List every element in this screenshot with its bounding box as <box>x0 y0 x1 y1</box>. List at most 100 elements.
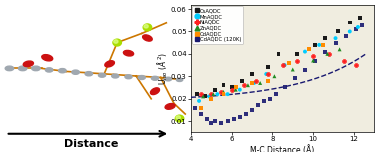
Point <box>210 93 216 95</box>
Point <box>267 97 273 100</box>
Ellipse shape <box>105 61 115 67</box>
Ellipse shape <box>176 116 180 119</box>
Ellipse shape <box>165 77 172 81</box>
Ellipse shape <box>112 74 119 78</box>
Point <box>220 91 226 93</box>
Point <box>206 95 212 98</box>
Point <box>312 59 318 62</box>
Point <box>353 28 359 30</box>
Point <box>249 82 255 84</box>
Ellipse shape <box>124 50 133 56</box>
Point <box>225 120 231 122</box>
Ellipse shape <box>32 66 40 71</box>
Legend: CsAQDC, MnAQDC, NiAQDC, ZnAQDC, CdAQDC, CdAQDC (120K): CsAQDC, MnAQDC, NiAQDC, ZnAQDC, CdAQDC, … <box>192 6 243 44</box>
Point <box>347 21 353 24</box>
Point <box>359 24 365 26</box>
Point <box>198 106 204 109</box>
Point <box>202 95 208 98</box>
Point <box>271 75 277 78</box>
Point <box>218 91 225 93</box>
Point <box>229 88 235 91</box>
Point <box>292 77 298 80</box>
Point <box>257 82 263 84</box>
Point <box>231 118 237 120</box>
Point <box>333 41 339 44</box>
Ellipse shape <box>144 25 148 28</box>
Point <box>241 84 247 86</box>
Point <box>194 93 200 95</box>
Ellipse shape <box>143 24 152 31</box>
Point <box>261 100 267 102</box>
Point <box>212 120 218 122</box>
Point <box>243 113 249 116</box>
Ellipse shape <box>151 76 159 80</box>
Point <box>353 64 359 66</box>
Ellipse shape <box>23 61 33 67</box>
Point <box>324 53 330 55</box>
Point <box>208 122 214 124</box>
Point <box>265 66 271 69</box>
Ellipse shape <box>99 73 106 77</box>
Ellipse shape <box>45 68 53 72</box>
Ellipse shape <box>165 104 175 109</box>
Point <box>336 48 342 51</box>
Ellipse shape <box>125 75 132 79</box>
Point <box>326 53 332 55</box>
Ellipse shape <box>5 66 14 71</box>
Point <box>218 122 225 124</box>
Point <box>355 26 361 28</box>
Point <box>229 86 235 89</box>
Ellipse shape <box>175 115 184 122</box>
Point <box>294 53 300 55</box>
Point <box>282 64 288 66</box>
Ellipse shape <box>114 40 118 43</box>
Point <box>251 82 257 84</box>
X-axis label: M-C Distance (Å): M-C Distance (Å) <box>251 145 314 152</box>
Point <box>208 97 214 100</box>
Point <box>237 115 243 118</box>
Point <box>214 93 220 95</box>
Point <box>322 37 328 39</box>
Point <box>265 79 271 82</box>
Point <box>245 84 251 86</box>
Point <box>310 59 316 62</box>
Ellipse shape <box>72 70 79 74</box>
Point <box>237 88 243 91</box>
Point <box>204 118 210 120</box>
Point <box>200 95 206 98</box>
Point <box>249 109 255 111</box>
Point <box>198 93 204 95</box>
Point <box>208 93 214 95</box>
Ellipse shape <box>176 78 183 81</box>
Point <box>302 68 308 71</box>
Point <box>212 88 218 91</box>
Point <box>347 30 353 33</box>
Point <box>322 50 328 53</box>
Point <box>302 50 308 53</box>
Point <box>263 73 269 75</box>
Point <box>239 79 245 82</box>
Point <box>196 100 202 102</box>
Point <box>198 113 204 116</box>
Point <box>335 30 341 33</box>
Point <box>357 17 363 19</box>
Point <box>233 86 239 89</box>
Point <box>320 44 326 46</box>
Point <box>279 64 286 66</box>
Point <box>312 44 318 46</box>
Y-axis label: U$_{iso}$ ($\AA^2$): U$_{iso}$ ($\AA^2$) <box>155 52 170 85</box>
Ellipse shape <box>138 76 146 79</box>
Point <box>286 62 292 64</box>
Point <box>220 93 226 95</box>
Point <box>192 106 198 109</box>
Ellipse shape <box>19 66 27 71</box>
Point <box>333 37 339 39</box>
Ellipse shape <box>143 35 152 41</box>
Point <box>276 53 282 55</box>
Ellipse shape <box>150 88 160 95</box>
Point <box>273 93 279 95</box>
Point <box>316 44 322 46</box>
Point <box>233 88 239 91</box>
Point <box>220 84 226 86</box>
Ellipse shape <box>42 55 53 61</box>
